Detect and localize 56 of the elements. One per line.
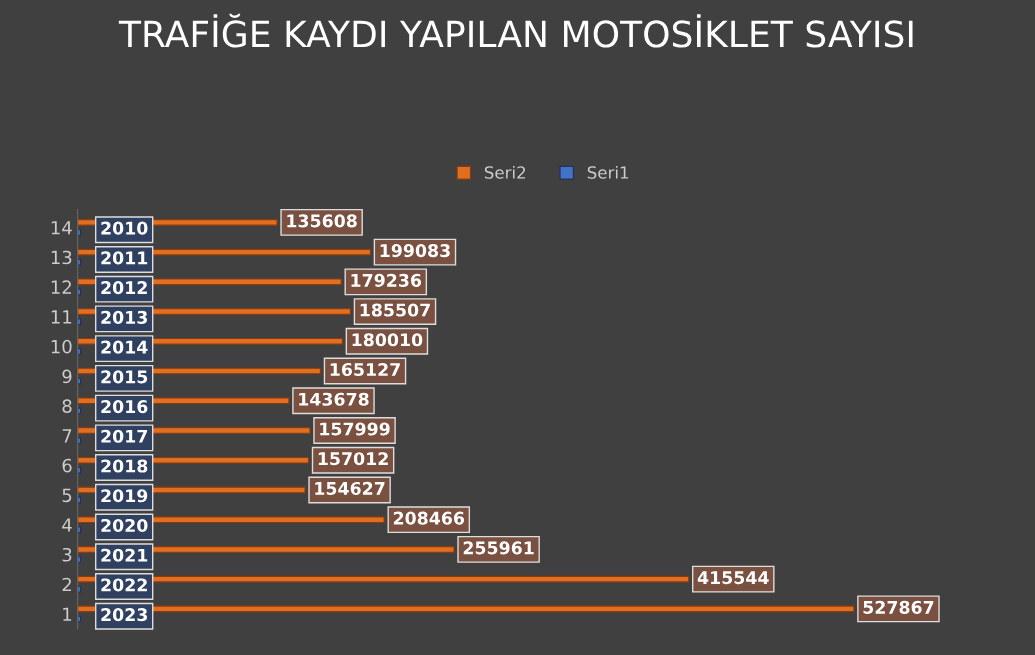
data-label: 154627 (315, 481, 385, 495)
bar (77, 407, 82, 415)
data-label: 2016 (101, 400, 148, 414)
data-label: 2019 (101, 489, 148, 503)
data-label: 2015 (101, 370, 148, 384)
data-label: 157999 (320, 422, 390, 436)
data-label: 135608 (287, 214, 357, 228)
y-tick-label: 8 (62, 399, 72, 413)
y-tick-label: 7 (62, 429, 72, 443)
data-label: 2011 (101, 251, 148, 265)
chart-title: TRAFİĞE KAYDI YAPILAN MOTOSİKLET SAYISI (118, 13, 913, 48)
bar (77, 377, 82, 385)
y-tick-label: 5 (62, 488, 72, 503)
bar (77, 258, 82, 266)
data-label: 255961 (463, 541, 534, 555)
y-tick-label: 10 (51, 339, 72, 354)
bar (77, 348, 82, 355)
bar (77, 526, 82, 534)
data-label: 2018 (101, 459, 148, 473)
y-tick-label: 3 (62, 547, 72, 562)
data-label: 415544 (697, 571, 769, 585)
bar (77, 229, 82, 236)
data-label: 157012 (318, 452, 388, 466)
data-label: 165127 (330, 362, 400, 377)
y-tick-label: 11 (51, 310, 72, 324)
data-label: 2010 (101, 221, 148, 235)
y-tick-label: 1 (63, 607, 72, 621)
data-label: 527867 (863, 600, 934, 614)
bar (77, 556, 82, 563)
bar (77, 467, 82, 474)
data-label: 2017 (101, 429, 147, 443)
legend-label: Seri1 (587, 165, 629, 179)
data-label: 2012 (101, 281, 147, 295)
data-label: 179236 (351, 273, 422, 287)
y-tick-label: 12 (51, 280, 71, 294)
data-label: 143678 (299, 392, 369, 406)
y-tick-label: 6 (62, 458, 72, 473)
y-tick-label: 9 (62, 369, 72, 384)
y-tick-label: 14 (51, 221, 72, 235)
data-label: 185507 (360, 303, 430, 317)
data-label: 2023 (101, 608, 147, 622)
bar (77, 437, 82, 444)
data-label: 2021 (101, 548, 148, 562)
data-label: 199083 (380, 244, 450, 258)
data-label: 2013 (101, 310, 147, 324)
y-tick-label: 4 (62, 518, 72, 532)
data-label: 2014 (101, 340, 148, 354)
bar (77, 585, 82, 593)
data-label: 2020 (101, 518, 148, 533)
y-tick-label: 13 (51, 250, 72, 265)
data-label: 2022 (101, 578, 147, 592)
y-tick-label: 2 (62, 577, 71, 592)
data-label: 208466 (393, 511, 465, 525)
legend-label: Seri2 (484, 165, 526, 179)
data-label: 180010 (352, 333, 423, 347)
bar (77, 318, 82, 326)
